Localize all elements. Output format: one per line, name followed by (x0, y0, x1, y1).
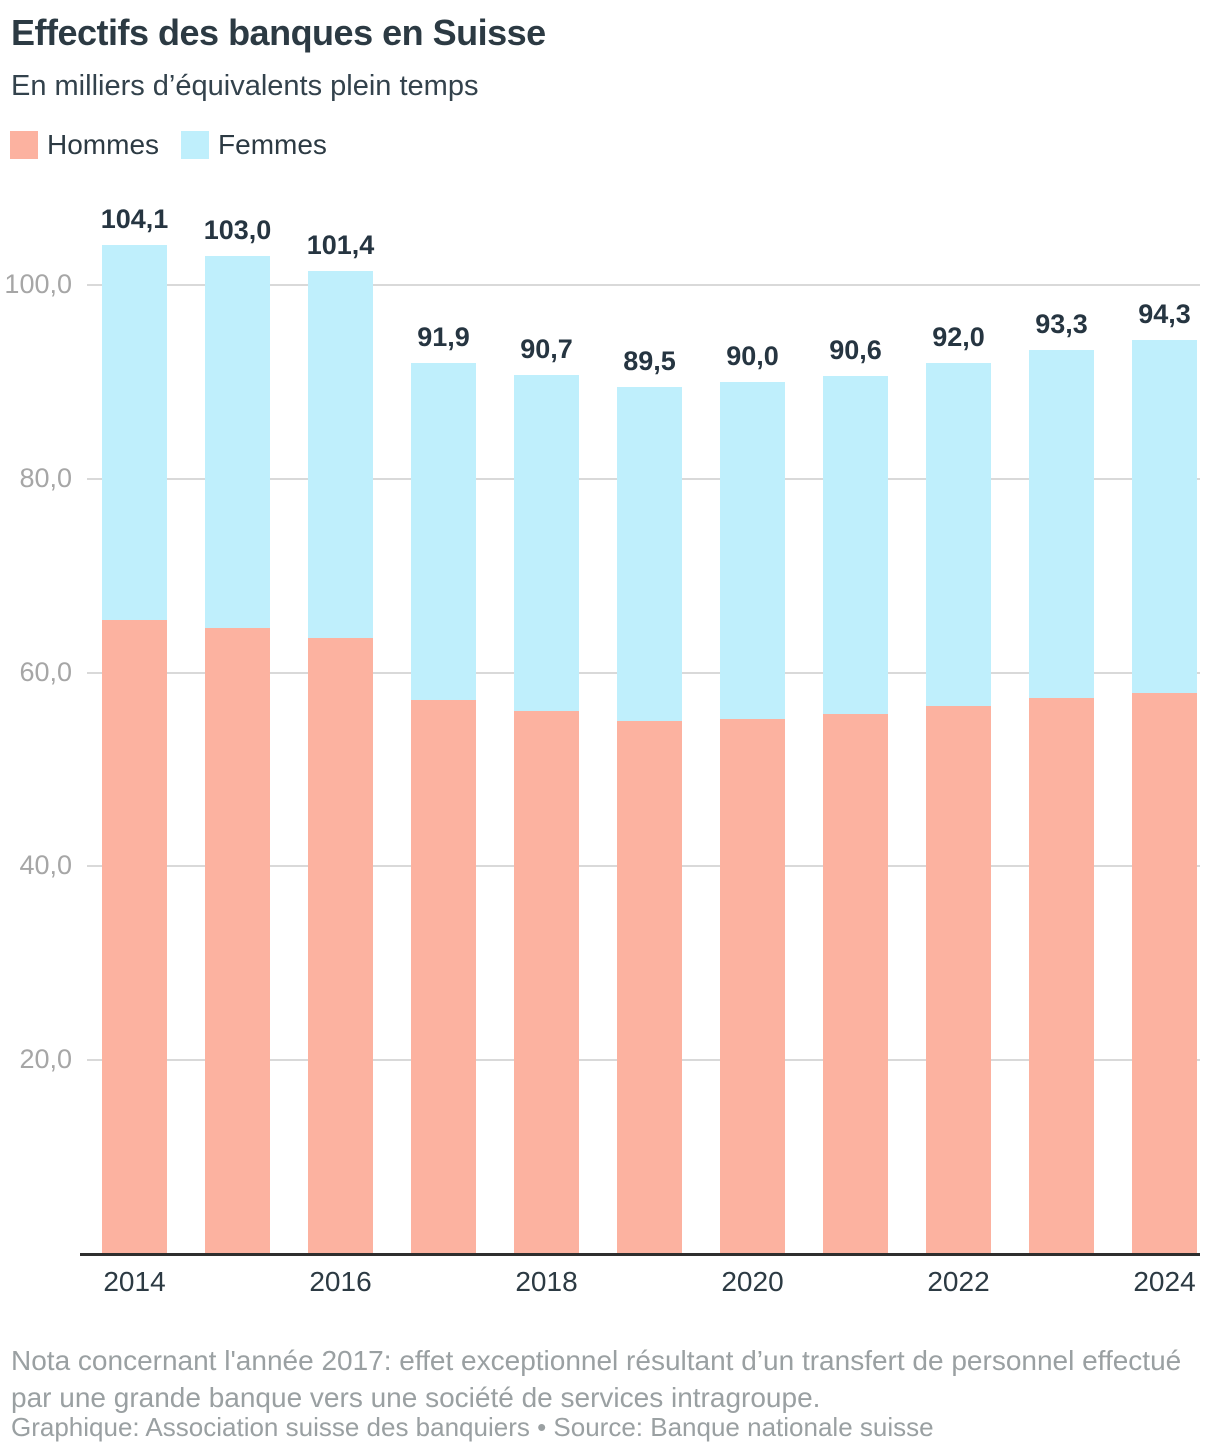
x-axis-label-2016: 2016 (309, 1266, 372, 1297)
y-axis-tick-label: 100,0 (4, 269, 72, 299)
bar-segment-hommes-2023 (1029, 697, 1094, 1254)
bar-segment-femmes-2015 (205, 255, 270, 629)
gridline-100,0 (87, 284, 1200, 286)
bar-total-label-2018: 90,7 (520, 334, 573, 365)
bar-total-label-2021: 90,6 (829, 335, 882, 366)
bar-segment-femmes-2021 (823, 376, 888, 715)
bar-segment-hommes-2016 (308, 637, 373, 1254)
source-credit: Graphique: Association suisse des banqui… (11, 1412, 934, 1442)
bar-segment-femmes-2023 (1029, 349, 1094, 698)
x-axis-line (80, 1253, 1200, 1256)
chart-subtitle: En milliers d’équivalents plein temps (11, 70, 479, 102)
chart-title: Effectifs des banques en Suisse (11, 12, 546, 53)
y-axis-tick-label: 60,0 (19, 656, 72, 687)
bar-total-label-2020: 90,0 (726, 340, 779, 371)
y-axis-tick-label: 20,0 (19, 1044, 72, 1075)
bar-segment-femmes-2018 (514, 375, 579, 712)
bar-segment-femmes-2022 (926, 362, 991, 706)
bar-segment-hommes-2021 (823, 714, 888, 1254)
legend-item-hommes: Hommes (10, 129, 159, 161)
bar-segment-femmes-2024 (1132, 340, 1197, 693)
bar-total-label-2017: 91,9 (417, 322, 470, 353)
bar-segment-hommes-2024 (1132, 692, 1197, 1254)
legend-item-femmes: Femmes (181, 129, 327, 161)
bar-total-label-2016: 101,4 (306, 230, 375, 261)
bar-segment-hommes-2017 (411, 699, 476, 1254)
legend-swatch-femmes (181, 131, 210, 159)
footnote: Nota concernant l'année 2017: effet exce… (11, 1345, 1182, 1413)
x-axis-label-2018: 2018 (515, 1266, 578, 1297)
legend-label: Femmes (218, 129, 327, 160)
legend: Hommes Femmes (10, 129, 327, 161)
x-axis-label-2020: 2020 (721, 1266, 784, 1297)
bar-segment-hommes-2022 (926, 705, 991, 1254)
bar-segment-femmes-2014 (102, 245, 167, 621)
bar-segment-femmes-2017 (411, 363, 476, 700)
bar-segment-hommes-2018 (514, 711, 579, 1254)
x-axis-label-2022: 2022 (927, 1266, 990, 1297)
bar-segment-hommes-2019 (617, 721, 682, 1254)
legend-label: Hommes (47, 129, 160, 160)
legend-swatch-hommes (10, 131, 38, 159)
y-axis-tick-label: 40,0 (19, 850, 72, 881)
bar-segment-femmes-2020 (720, 381, 785, 720)
y-axis-tick-label: 80,0 (19, 462, 72, 493)
bar-total-label-2019: 89,5 (623, 345, 676, 376)
bar-segment-hommes-2020 (720, 719, 785, 1254)
x-axis-label-2014: 2014 (103, 1266, 166, 1297)
x-axis-label-2024: 2024 (1133, 1266, 1196, 1297)
bar-total-label-2015: 103,0 (203, 214, 272, 245)
bar-segment-hommes-2015 (205, 628, 270, 1254)
bar-total-label-2024: 94,3 (1138, 299, 1191, 330)
bar-segment-femmes-2016 (308, 271, 373, 638)
bar-total-label-2022: 92,0 (932, 321, 985, 352)
bar-segment-hommes-2014 (102, 620, 167, 1254)
bar-segment-femmes-2019 (617, 386, 682, 722)
bar-total-label-2023: 93,3 (1035, 308, 1088, 339)
bar-total-label-2014: 104,1 (100, 204, 169, 235)
